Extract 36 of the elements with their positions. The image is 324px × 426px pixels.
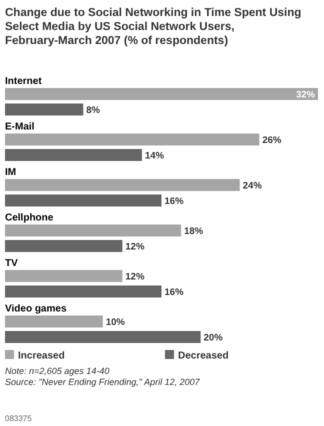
y-tick-label: TV bbox=[5, 258, 18, 269]
bar bbox=[5, 331, 201, 343]
y-tick-label: E-Mail bbox=[5, 122, 35, 132]
data-label: 12% bbox=[125, 242, 145, 252]
data-label: 20% bbox=[204, 332, 224, 344]
chart-title: Change due to Social Networking in Time Spent Using Select Media by US Social Network Users, February-March 2007 (% of respondents) bbox=[5, 7, 302, 47]
bar bbox=[5, 224, 182, 236]
bar bbox=[5, 149, 142, 161]
text: 083375 bbox=[5, 414, 32, 423]
data-label: 32% bbox=[296, 90, 316, 100]
text: Note: n=2,605 ages 14-40 bbox=[5, 366, 110, 376]
source-note: Source: "Never Ending Friending," April 12, 2007 bbox=[5, 377, 201, 387]
y-tick-label: IM bbox=[5, 167, 16, 178]
bar bbox=[5, 194, 162, 206]
bar bbox=[5, 179, 240, 191]
bar bbox=[5, 240, 122, 252]
bar bbox=[5, 134, 260, 146]
bar bbox=[5, 88, 318, 100]
data-label: 26% bbox=[262, 135, 282, 146]
legend-label: Decreased bbox=[178, 350, 229, 362]
bar bbox=[5, 316, 103, 328]
bar bbox=[5, 270, 122, 282]
data-label: 24% bbox=[242, 180, 262, 192]
y-tick-label: Cellphone bbox=[5, 212, 54, 224]
data-label: 16% bbox=[164, 196, 184, 207]
bar bbox=[5, 286, 162, 298]
y-tick-label: Video games bbox=[5, 304, 67, 314]
data-label: 18% bbox=[184, 226, 204, 237]
data-label: 12% bbox=[125, 272, 145, 282]
data-label: 16% bbox=[164, 287, 184, 298]
bar bbox=[5, 104, 84, 116]
y-tick-label: Internet bbox=[5, 76, 42, 87]
data-label: 8% bbox=[86, 105, 101, 116]
data-label: 14% bbox=[144, 150, 165, 162]
data-label: 10% bbox=[106, 317, 126, 328]
legend-label: Increased bbox=[18, 350, 65, 362]
